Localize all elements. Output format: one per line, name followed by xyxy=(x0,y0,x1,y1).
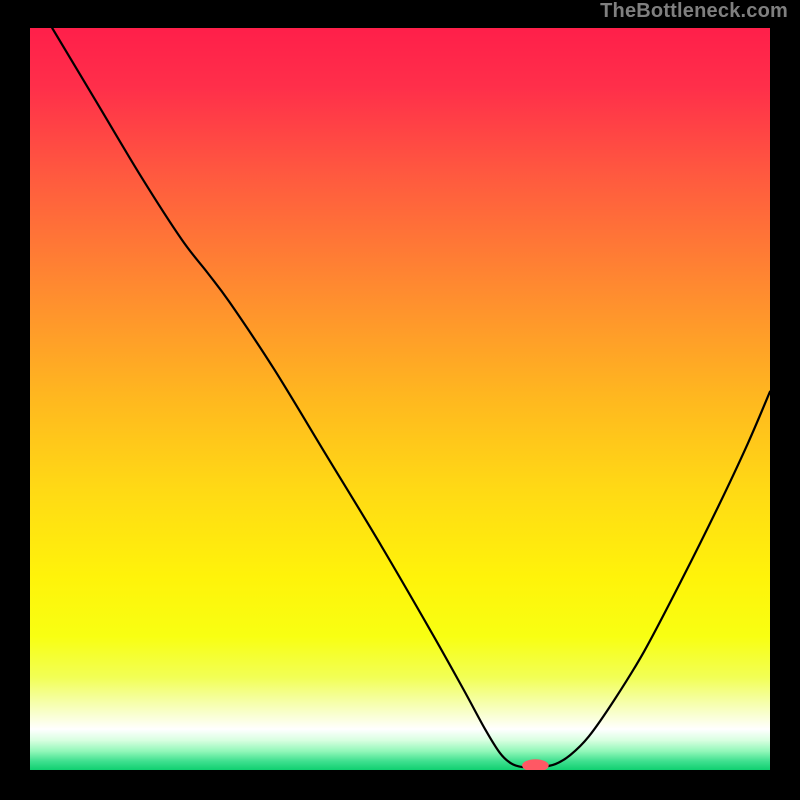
watermark-text: TheBottleneck.com xyxy=(600,0,788,23)
bottleneck-chart xyxy=(0,0,800,800)
chart-stage: TheBottleneck.com xyxy=(0,0,800,800)
plot-background xyxy=(30,28,770,770)
target-marker xyxy=(522,759,549,772)
